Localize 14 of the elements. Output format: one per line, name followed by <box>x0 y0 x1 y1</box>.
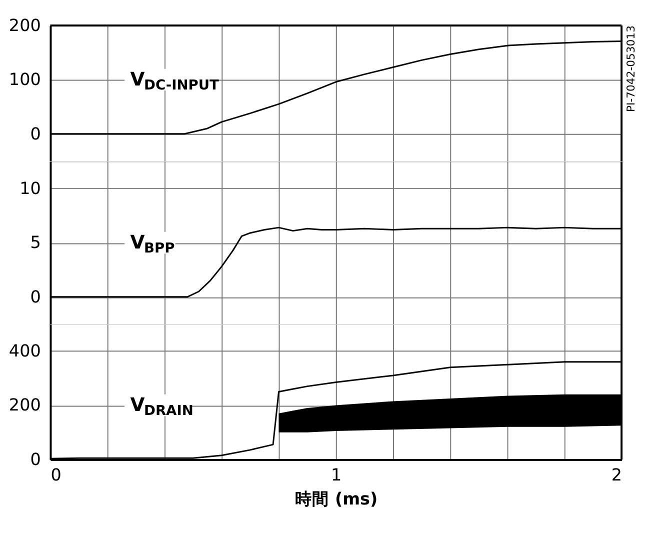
y-tick-label: 100 <box>8 69 41 90</box>
y-tick-label: 5 <box>30 232 41 252</box>
y-tick-label: 10 <box>20 178 41 198</box>
y-tick-label: 400 <box>8 340 41 360</box>
y-tick-label: 0 <box>30 123 41 144</box>
x-tick-label: 0 <box>50 464 62 485</box>
y-tick-label: 0 <box>30 286 41 306</box>
x-axis-title: 時間 (ms) <box>295 488 378 508</box>
y-tick-label: 200 <box>8 394 41 415</box>
x-tick-label: 2 <box>611 464 622 485</box>
y-tick-label: 0 <box>30 448 41 469</box>
y-tick-label: 200 <box>8 14 41 35</box>
text: PI-7042-053013 <box>624 25 638 112</box>
x-tick-label: 1 <box>331 464 342 485</box>
